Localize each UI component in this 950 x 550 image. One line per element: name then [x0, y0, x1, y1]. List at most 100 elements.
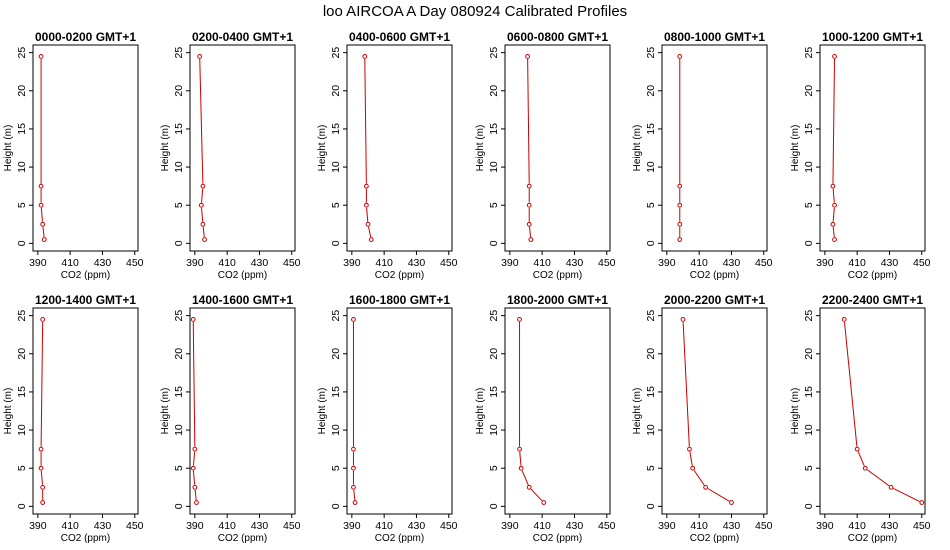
profile-segment [40, 207, 43, 222]
x-tick-label: 450 [755, 520, 773, 532]
x-axis-label: CO2 (ppm) [375, 533, 424, 544]
plot-frame [32, 44, 139, 252]
data-point [200, 183, 206, 189]
profile-segment [192, 322, 196, 447]
profile-segment [194, 489, 197, 501]
data-point [194, 500, 199, 505]
data-point [680, 317, 686, 322]
data-point [862, 465, 868, 471]
y-tick-label: 15 [803, 123, 815, 135]
panel-title: 2000-2200 GMT+1 [664, 293, 765, 307]
data-point [200, 221, 206, 227]
plot-frame [189, 307, 296, 515]
panel-title: 0800-1000 GMT+1 [664, 30, 765, 44]
plot-frame [504, 307, 611, 515]
x-tick-label: 450 [598, 257, 616, 269]
y-tick-label: 0 [330, 503, 342, 509]
y-tick-label: 25 [488, 310, 500, 322]
x-tick-label: 390 [816, 257, 834, 269]
profile-panel: 0800-1000 GMT+1 390 410 430 450 0 5 10 15 20 25 CO2… [632, 30, 773, 281]
panel-title: 1600-1800 GMT+1 [349, 293, 450, 307]
data-point [517, 317, 522, 322]
x-axis-label: CO2 (ppm) [848, 533, 897, 544]
profile-panel: 1600-1800 GMT+1 390 410 430 450 0 5 10 15 20 25 CO2… [317, 293, 458, 544]
data-point [190, 465, 196, 471]
panel-grid: 0000-0200 GMT+1 390 410 430 450 0 5 10 15 20 25 CO2… [3, 30, 931, 544]
y-tick-label: 10 [173, 424, 185, 436]
profile-segment [192, 470, 196, 485]
y-tick-label: 20 [803, 85, 815, 97]
panel-title: 1000-1200 GMT+1 [822, 30, 923, 44]
y-tick-label: 15 [16, 386, 28, 398]
x-tick-label: 410 [218, 257, 236, 269]
data-point [528, 237, 534, 242]
profile-segment [192, 451, 196, 466]
profile-panel: 0000-0200 GMT+1 390 410 430 450 0 5 10 15 20 25 CO2… [3, 30, 144, 281]
profile-segment [521, 470, 529, 486]
data-point [202, 237, 207, 242]
data-point [40, 317, 46, 322]
y-tick-label: 10 [645, 161, 657, 173]
y-tick-label: 5 [330, 465, 342, 471]
data-point [40, 221, 46, 227]
x-tick-label: 430 [408, 520, 426, 532]
plot-frame [346, 44, 453, 252]
data-point [363, 183, 369, 189]
y-tick-label: 10 [488, 161, 500, 173]
x-tick-label: 410 [61, 520, 79, 532]
data-point [526, 183, 532, 189]
data-point [832, 237, 837, 242]
data-point [919, 500, 925, 505]
data-point [192, 446, 198, 452]
profile-panel: 1200-1400 GMT+1 390 410 430 450 0 5 10 15 20 25 CO2… [3, 293, 144, 544]
x-tick-label: 430 [566, 520, 584, 532]
y-tick-label: 5 [16, 202, 28, 208]
x-axis-label: CO2 (ppm) [690, 533, 739, 544]
data-point [677, 237, 683, 242]
y-tick-label: 0 [645, 240, 657, 246]
data-point [363, 202, 369, 208]
x-tick-label: 430 [94, 520, 112, 532]
data-point [517, 446, 522, 452]
y-axis-label: Height (m) [790, 388, 801, 435]
profile-segment [40, 322, 44, 447]
profile-segment [693, 470, 705, 486]
y-tick-label: 0 [645, 503, 657, 509]
data-point [38, 54, 44, 59]
data-point [351, 465, 356, 471]
x-tick-label: 410 [61, 257, 79, 269]
y-tick-label: 15 [330, 123, 342, 135]
y-tick-label: 0 [803, 240, 815, 246]
profile-segment [893, 488, 920, 502]
x-tick-label: 450 [126, 257, 144, 269]
x-tick-label: 390 [816, 520, 834, 532]
profile-segment [832, 59, 836, 184]
y-tick-label: 0 [173, 240, 185, 246]
plot-frame [504, 44, 611, 252]
profile-panel: 0600-0800 GMT+1 390 410 430 450 0 5 10 15 20 25 CO2… [475, 30, 616, 281]
profile-segment [364, 59, 367, 184]
y-tick-label: 5 [488, 465, 500, 471]
data-point [190, 317, 196, 322]
profile-segment [707, 488, 730, 502]
data-point [38, 183, 44, 189]
x-tick-label: 430 [566, 257, 584, 269]
data-point [526, 484, 532, 490]
x-tick-label: 430 [251, 257, 269, 269]
y-tick-label: 5 [173, 202, 185, 208]
data-point [677, 183, 683, 189]
profile-segment [42, 226, 45, 238]
data-point [677, 221, 683, 227]
profile-panel: 1000-1200 GMT+1 390 410 430 450 0 5 10 15 20 25 CO2… [790, 30, 931, 281]
y-tick-label: 20 [488, 85, 500, 97]
x-tick-label: 430 [723, 257, 741, 269]
data-point [888, 484, 894, 490]
x-tick-label: 390 [343, 257, 361, 269]
x-tick-label: 390 [186, 257, 204, 269]
x-tick-label: 410 [375, 257, 393, 269]
profile-segment [40, 470, 43, 485]
x-axis-label: CO2 (ppm) [218, 533, 267, 544]
y-tick-label: 15 [330, 386, 342, 398]
data-point [362, 54, 368, 59]
plot-frame [32, 307, 139, 515]
